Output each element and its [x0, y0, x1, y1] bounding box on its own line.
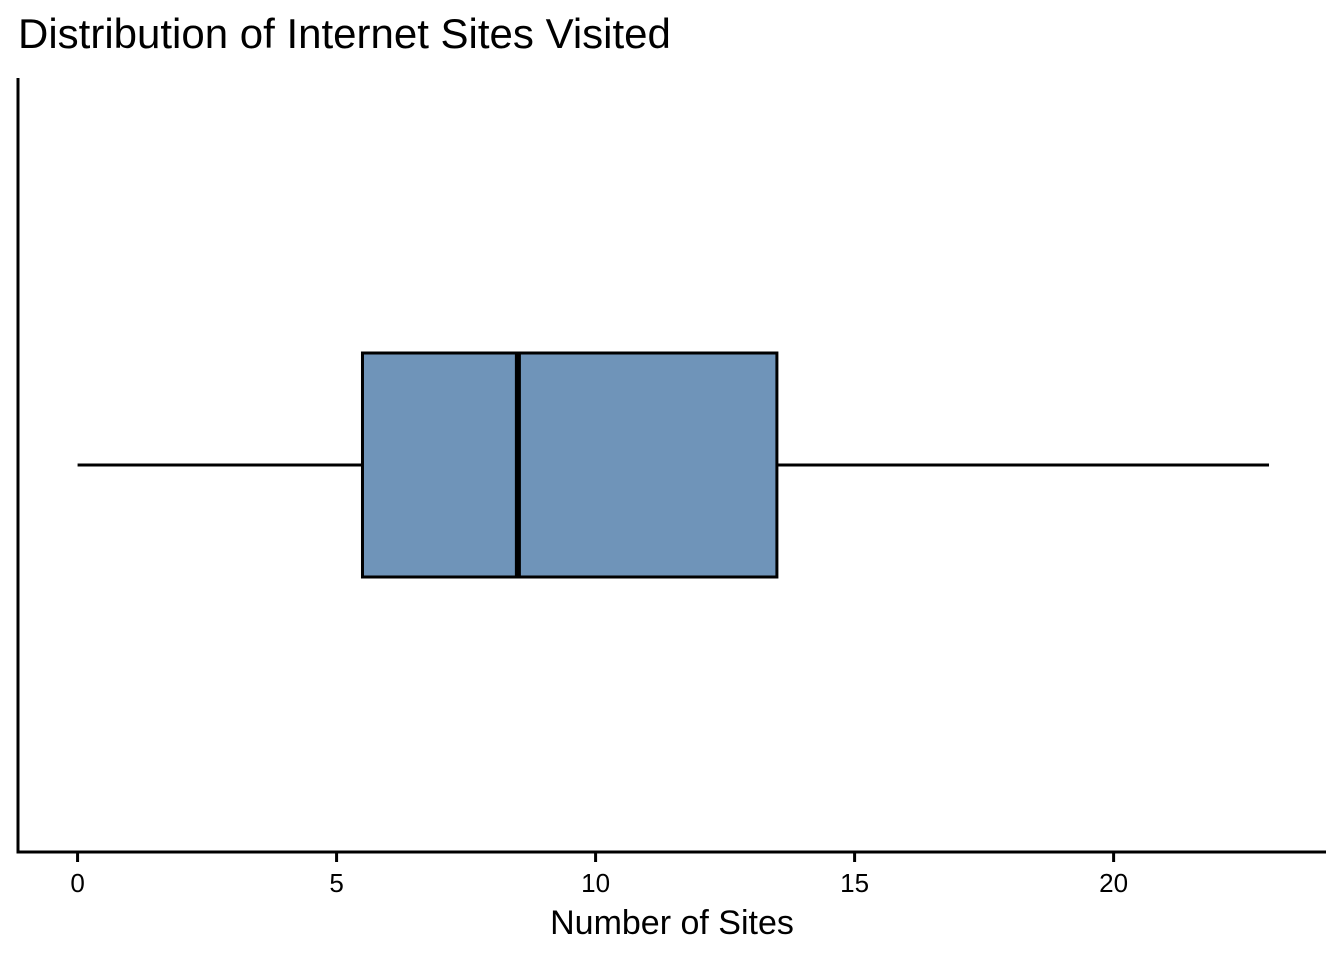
x-tick-label: 10 [581, 868, 610, 898]
x-tick-label: 0 [70, 868, 84, 898]
box-group [77, 351, 1270, 579]
x-axis-ticks: 0 5 10 15 20 [70, 852, 1128, 898]
x-axis-title: Number of Sites [550, 904, 794, 942]
x-tick-label: 15 [840, 868, 869, 898]
axes [16, 78, 1326, 854]
chart-title: Distribution of Internet Sites Visited [18, 10, 671, 57]
x-tick-label: 5 [329, 868, 343, 898]
x-tick-label: 20 [1099, 868, 1128, 898]
iqr-box [360, 351, 779, 579]
